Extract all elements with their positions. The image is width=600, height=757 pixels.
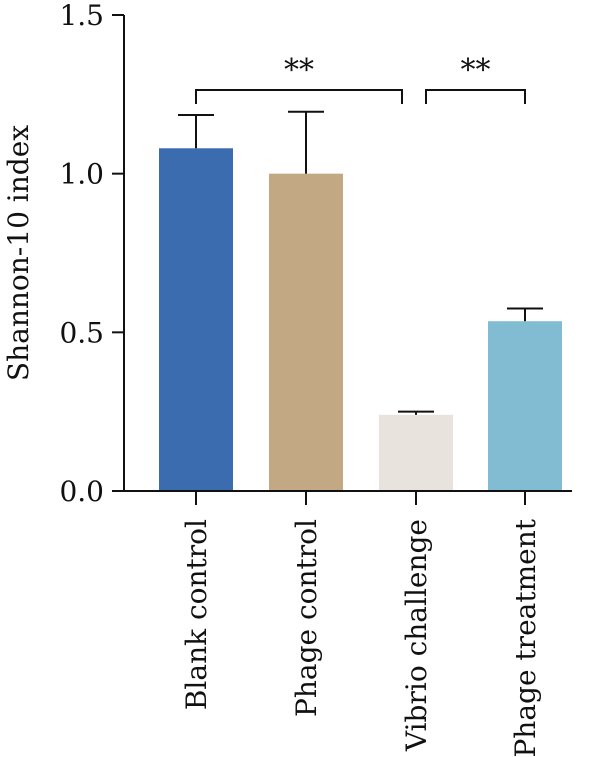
y-tick-label: 0.0 [59,475,104,508]
y-axis: 0.0 0.5 1.0 1.5 [59,0,125,508]
y-tick-label: 1.0 [59,158,104,191]
significance-group: ** ** [195,53,526,104]
category-label: Blank control [180,519,213,710]
bar [379,414,453,491]
significance-bracket [195,89,403,104]
significance-label: ** [461,53,491,88]
category-label: Phage control [290,519,323,717]
category-label: Phage treatment [509,518,542,757]
bars-group [159,148,562,491]
bar [159,148,233,491]
category-label: Vibrio challenge [400,519,433,752]
significance-bracket [425,89,526,104]
category-labels: Blank control Phage control Vibrio challen… [124,490,572,757]
y-tick-label: 0.5 [59,316,104,349]
y-tick-label: 1.5 [59,0,104,32]
bar [269,173,343,491]
y-axis-title: Shannon-10 index [2,125,35,381]
error-bars-group [178,110,543,415]
significance-label: ** [284,53,314,88]
bar [488,321,562,491]
